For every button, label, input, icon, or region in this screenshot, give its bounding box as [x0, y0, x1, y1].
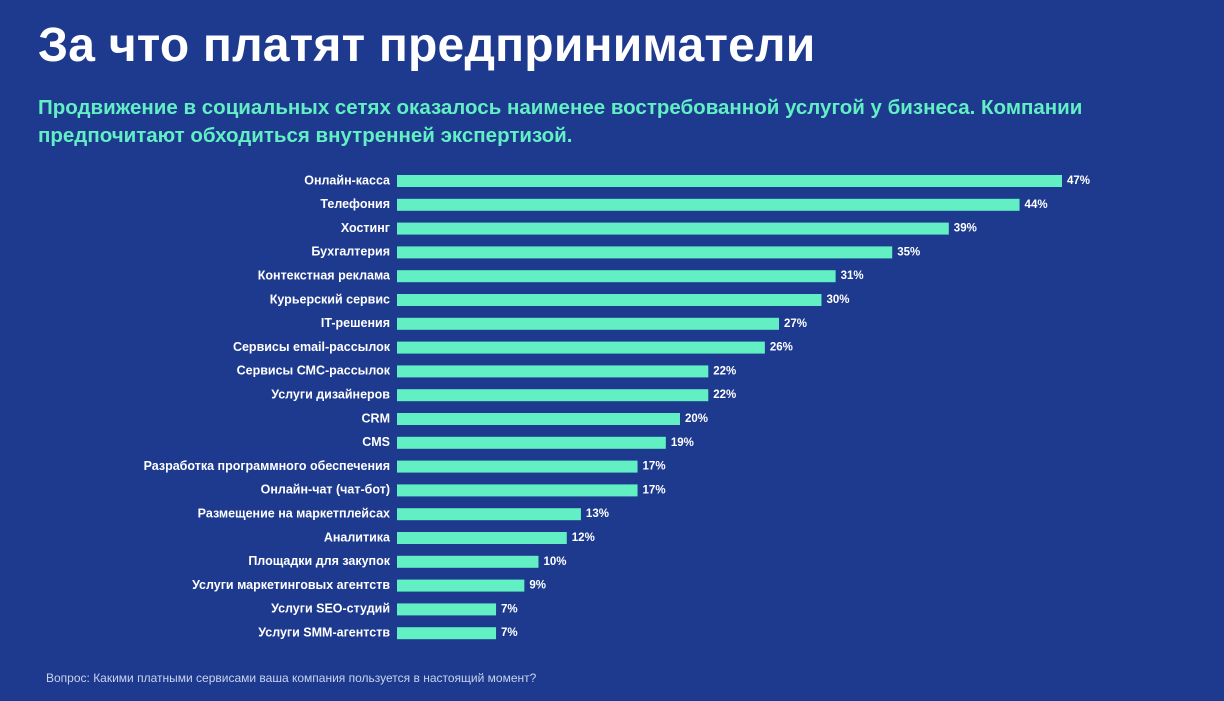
category-label: IT-решения: [321, 316, 390, 330]
category-label: Контекстная реклама: [258, 268, 391, 282]
bar: [397, 175, 1062, 187]
bar-chart: Онлайн-касса 47% Телефония 44% Хостинг 39% Бух…: [144, 173, 1090, 640]
value-label: 30%: [826, 294, 849, 306]
value-label: 44%: [1025, 199, 1048, 211]
category-label: Услуги дизайнеров: [271, 387, 390, 401]
bar: [397, 341, 765, 354]
survey-question-footnote: Вопрос: Какими платными сервисами ваша к…: [46, 671, 537, 685]
bar: [397, 365, 709, 378]
value-label: 17%: [643, 484, 666, 496]
value-label: 22%: [713, 389, 736, 401]
bar: [397, 389, 709, 402]
category-label: CMS: [362, 435, 390, 449]
category-label: Хостинг: [341, 221, 390, 235]
category-label: Размещение на маркетплейсах: [198, 506, 390, 520]
category-label: CRM: [362, 411, 390, 425]
category-label: Курьерский сервис: [270, 292, 390, 306]
value-label: 12%: [572, 532, 595, 544]
category-label: Аналитика: [324, 530, 391, 544]
value-label: 47%: [1067, 175, 1090, 187]
bar: [397, 413, 680, 425]
value-label: 20%: [685, 413, 708, 425]
value-label: 31%: [841, 270, 864, 282]
value-label: 7%: [501, 603, 518, 615]
bar: [397, 294, 822, 306]
bar: [397, 555, 539, 568]
bar: [397, 436, 666, 449]
bar: [397, 198, 1020, 211]
page-subtitle: Продвижение в социальных сетях оказалось…: [38, 96, 1083, 147]
bar: [397, 222, 949, 235]
bar: [397, 627, 497, 640]
category-label: Бухгалтерия: [311, 245, 390, 259]
category-label: Сервисы email-рассылок: [233, 340, 391, 354]
value-label: 19%: [671, 437, 694, 449]
bar: [397, 270, 836, 283]
category-label: Телефония: [320, 197, 390, 211]
value-label: 10%: [543, 556, 566, 568]
page-title: За что платят предприниматели: [38, 19, 816, 72]
category-label: Услуги SMM-агентств: [258, 625, 390, 639]
bar: [397, 508, 581, 521]
category-label: Сервисы СМС-рассылок: [237, 364, 391, 378]
bar: [397, 579, 525, 592]
value-label: 35%: [897, 246, 920, 258]
value-label: 17%: [643, 461, 666, 473]
bar: [397, 460, 638, 473]
value-label: 26%: [770, 342, 793, 354]
value-label: 27%: [784, 318, 807, 330]
bar: [397, 532, 567, 544]
category-label: Услуги SEO-студий: [271, 602, 390, 616]
value-label: 7%: [501, 627, 518, 639]
category-label: Онлайн-чат (чат-бот): [261, 483, 390, 497]
bar: [397, 317, 780, 330]
value-label: 39%: [954, 223, 977, 235]
bar: [397, 484, 638, 497]
category-label: Онлайн-касса: [304, 173, 391, 187]
value-label: 9%: [529, 580, 546, 592]
category-label: Разработка программного обеспечения: [144, 459, 390, 473]
value-label: 22%: [713, 365, 736, 377]
category-label: Площадки для закупок: [248, 554, 390, 568]
value-label: 13%: [586, 508, 609, 520]
category-label: Услуги маркетинговых агентств: [192, 578, 390, 592]
bar: [397, 246, 893, 259]
bar: [397, 603, 497, 616]
